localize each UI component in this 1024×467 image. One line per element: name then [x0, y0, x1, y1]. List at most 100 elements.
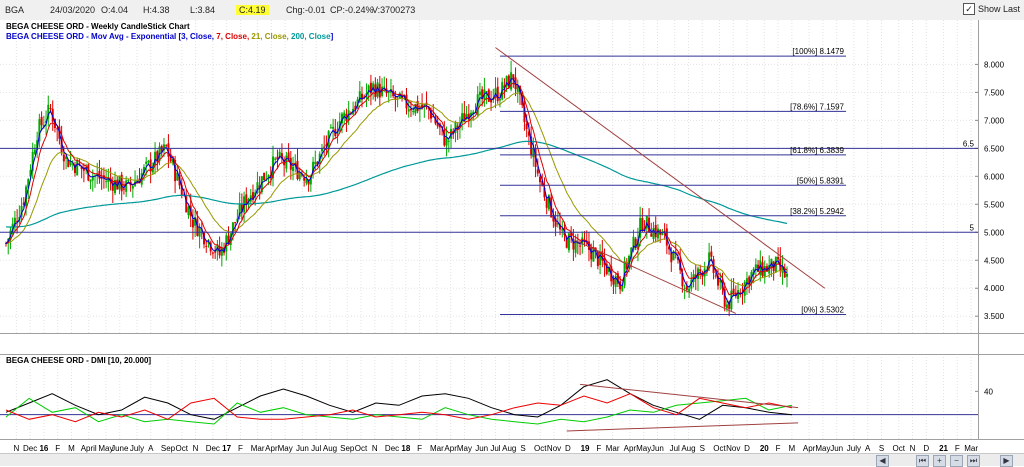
- candle-body: [238, 203, 241, 217]
- x-tick-label: F: [776, 444, 781, 453]
- candle-body: [639, 217, 642, 238]
- moving-average-legend: BEGA CHEESE ORD - Mov Avg - Exponential …: [6, 32, 334, 41]
- candle-body: [481, 89, 484, 100]
- candle-body: [65, 156, 68, 159]
- candle-body: [737, 290, 740, 299]
- x-tick-label: A: [865, 444, 871, 453]
- candle-body: [131, 186, 134, 189]
- candle-body: [107, 177, 110, 182]
- candle-body: [53, 118, 56, 128]
- x-tick-label: Dec: [385, 444, 399, 453]
- candle-body: [490, 100, 493, 103]
- candle-body: [125, 180, 128, 192]
- candle-body: [503, 85, 506, 89]
- candle-body: [661, 232, 664, 236]
- candle-body: [432, 115, 435, 118]
- candle-body: [688, 288, 691, 292]
- volume-label: V:3700273: [372, 5, 416, 15]
- candle-body: [725, 304, 728, 309]
- candle-body: [552, 214, 555, 222]
- candle-body: [120, 174, 123, 192]
- x-tick-label: Nov: [547, 444, 561, 453]
- candle-body: [421, 104, 424, 109]
- candle-body: [692, 274, 695, 283]
- x-tick-label: 19: [581, 444, 590, 453]
- candle-body: [280, 153, 283, 159]
- x-tick-label: Apr: [803, 444, 816, 453]
- chart-canvas[interactable]: 3.500 4.000 4.500 5.000 5.500 6.000 6.500 7.000…: [0, 20, 1024, 453]
- candle-body: [62, 154, 65, 162]
- zoom-out-icon[interactable]: −: [950, 455, 963, 467]
- show-last-toggle[interactable]: ✓ Show Last: [962, 3, 1020, 15]
- candle-body: [47, 104, 50, 119]
- candle-body: [632, 236, 635, 251]
- close-label: C:4.19: [236, 5, 269, 15]
- change-label: Chg:-0.01: [286, 5, 326, 15]
- candle-body: [505, 76, 508, 87]
- candle-body: [42, 124, 45, 128]
- x-tick-label: May: [815, 444, 830, 453]
- candle-body: [478, 91, 481, 96]
- checkbox-checked-icon[interactable]: ✓: [962, 3, 975, 15]
- candle-body: [409, 108, 412, 111]
- x-tick-label: Apr: [265, 444, 278, 453]
- dmi-trendline: [566, 422, 799, 432]
- dmi-chart-title: BEGA CHEESE ORD - DMI [10, 20.000]: [6, 356, 151, 365]
- x-tick-label: May: [636, 444, 651, 453]
- legend-ma21: 21, Close,: [251, 32, 288, 41]
- candle-body: [320, 148, 323, 152]
- candle-body: [22, 202, 25, 205]
- candle-body: [672, 251, 675, 261]
- price-panel: [0, 20, 1024, 333]
- x-tick-label: Mar: [430, 444, 444, 453]
- candle-body: [387, 91, 390, 94]
- show-last-label: Show Last: [977, 4, 1020, 14]
- candle-body: [147, 161, 150, 163]
- scroll-start-icon[interactable]: ⏮: [916, 455, 929, 467]
- x-tick-label: D: [744, 444, 750, 453]
- candle-body: [512, 74, 515, 80]
- dmi-di-line: [5, 393, 793, 423]
- candle-body: [536, 169, 539, 174]
- candle-body: [105, 181, 108, 183]
- x-tick-label: Jul: [670, 444, 680, 453]
- candle-body: [636, 239, 639, 250]
- zoom-in-icon[interactable]: +: [933, 455, 946, 467]
- scroll-left-icon[interactable]: ◀: [876, 455, 889, 467]
- candle-body: [325, 144, 328, 147]
- date-label: 24/03/2020: [50, 5, 96, 15]
- candle-body: [265, 178, 268, 180]
- x-tick-label: Apr: [624, 444, 637, 453]
- candle-body: [160, 146, 163, 152]
- candle-body: [565, 237, 568, 248]
- candle-body: [378, 83, 381, 98]
- fib-level-label: [50%] 5.8391: [797, 176, 845, 185]
- candle-body: [31, 151, 34, 171]
- candle-body: [36, 140, 39, 151]
- candle-body: [329, 127, 332, 129]
- candle-body: [754, 264, 757, 269]
- candle-body: [211, 252, 214, 254]
- x-tick-label: 17: [222, 444, 231, 453]
- candle-body: [641, 218, 644, 231]
- candle-body: [445, 138, 448, 146]
- scroll-end-icon[interactable]: ⏭: [967, 455, 980, 467]
- scroll-right-icon[interactable]: ▶: [1000, 455, 1013, 467]
- y-tick-label: 8.000: [984, 60, 1005, 69]
- candle-body: [456, 125, 459, 130]
- candle-body: [719, 278, 722, 283]
- candle-body: [757, 264, 760, 272]
- candle-body: [87, 164, 90, 181]
- candle-body: [763, 266, 766, 278]
- candle-body: [487, 89, 490, 102]
- candle-body: [191, 219, 194, 228]
- candle-body: [307, 180, 310, 185]
- horizontal-level-label: 6.5: [963, 139, 975, 148]
- candle-body: [169, 154, 172, 162]
- candle-body: [49, 107, 52, 109]
- x-tick-label: D: [565, 444, 571, 453]
- x-tick-label: Aug: [681, 444, 695, 453]
- candle-body: [127, 180, 130, 182]
- time-scrollbar[interactable]: ◀ ⏮ + − ⏭ ▶: [0, 453, 1024, 467]
- candle-body: [708, 252, 711, 269]
